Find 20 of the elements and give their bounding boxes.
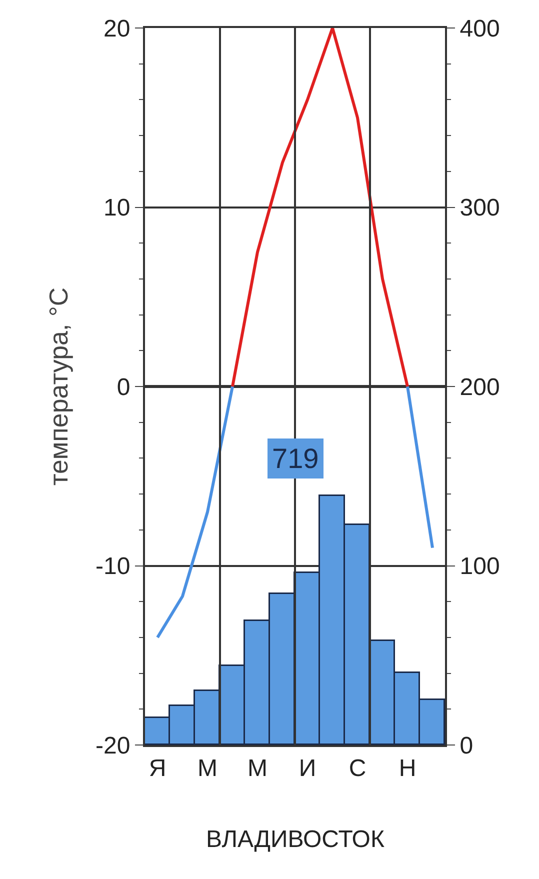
line-series <box>231 28 409 388</box>
y-tick-label: 0 <box>116 374 130 401</box>
text: ВЛАДИВОСТОК <box>206 826 384 853</box>
y-tick-label: 20 <box>103 15 130 42</box>
y-tick-label: -10 <box>96 553 130 580</box>
x-tick-label: И <box>298 754 316 782</box>
y-tick-label: -20 <box>96 732 130 760</box>
x-tick-label: Я <box>148 754 166 782</box>
y-tick-label: 10 <box>103 194 130 222</box>
y2-tick-label: 200 <box>460 374 500 401</box>
annotation: 719 <box>272 443 319 474</box>
x-tick-label: М <box>248 754 268 782</box>
y2-tick-label: 400 <box>460 15 500 42</box>
y-axis-title: температура, °С <box>43 287 74 486</box>
x-tick-label: С <box>348 754 366 782</box>
x-tick-label: Н <box>398 754 416 782</box>
y2-tick-label: 300 <box>460 194 500 222</box>
y2-tick-label: 100 <box>460 553 500 580</box>
x-tick-label: М <box>198 754 218 782</box>
y2-tick-label: 0 <box>460 732 474 760</box>
